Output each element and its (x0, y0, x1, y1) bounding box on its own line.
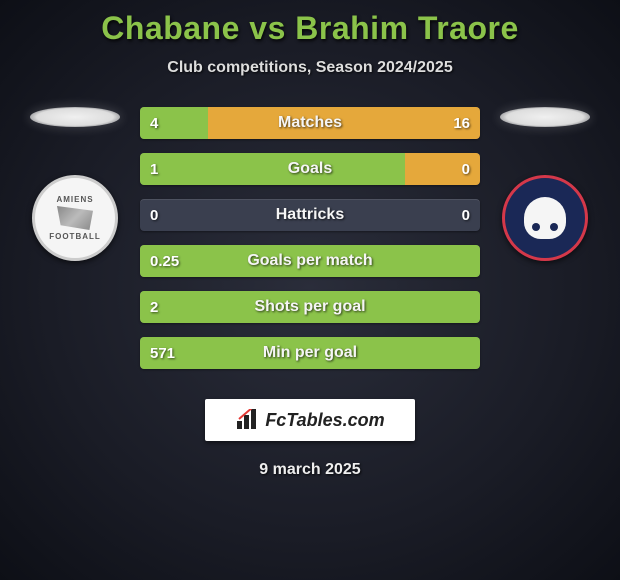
stats-bars: 416Matches 10Goals 00Hattricks 0.25Goals pe… (140, 107, 480, 383)
page-subtitle: Club competitions, Season 2024/2025 (0, 59, 620, 77)
stat-label: Shots per goal (140, 291, 480, 323)
player1-club-badge: AMIENS FOOTBALL (32, 175, 118, 261)
badge-top-text: AMIENS (56, 195, 93, 204)
stat-label: Matches (140, 107, 480, 139)
stat-label: Hattricks (140, 199, 480, 231)
stat-row: 2Shots per goal (140, 291, 480, 323)
helmet-icon (524, 197, 566, 239)
stat-row: 571Min per goal (140, 337, 480, 369)
player1-column: AMIENS FOOTBALL (20, 107, 130, 261)
comparison-card: Chabane vs Brahim Traore Club competitio… (0, 0, 620, 479)
bar-chart-icon (235, 409, 261, 431)
stat-label: Min per goal (140, 337, 480, 369)
unicorn-icon (57, 206, 93, 230)
stat-label: Goals per match (140, 245, 480, 277)
player2-halo (500, 107, 590, 127)
stat-row: 416Matches (140, 107, 480, 139)
player1-halo (30, 107, 120, 127)
comparison-date: 9 march 2025 (0, 461, 620, 479)
player2-column (490, 107, 600, 261)
page-title: Chabane vs Brahim Traore (0, 10, 620, 47)
fctables-watermark: FcTables.com (205, 399, 415, 441)
stat-row: 00Hattricks (140, 199, 480, 231)
stat-row: 10Goals (140, 153, 480, 185)
badge-bottom-text: FOOTBALL (49, 232, 101, 241)
stat-row: 0.25Goals per match (140, 245, 480, 277)
main-row: AMIENS FOOTBALL 416Matches 10Goals 00Hattr… (0, 107, 620, 383)
fctables-label: FcTables.com (265, 410, 384, 431)
player2-club-badge (502, 175, 588, 261)
stat-label: Goals (140, 153, 480, 185)
